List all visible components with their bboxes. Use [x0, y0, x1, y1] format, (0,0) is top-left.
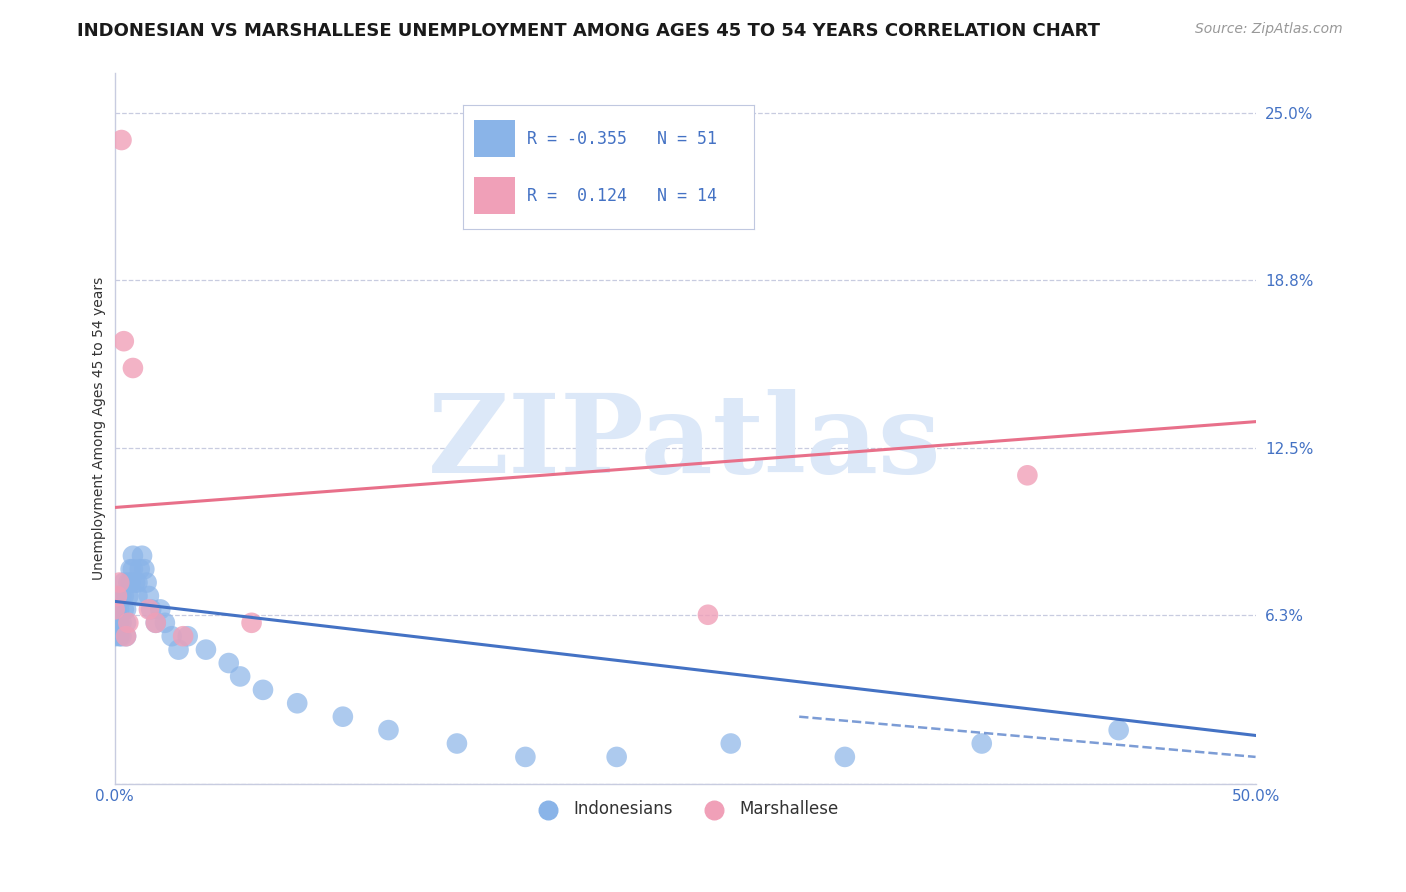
Point [1017, 468, 1039, 483]
Point [138, 589, 160, 603]
Point [697, 607, 720, 622]
Point [108, 602, 131, 616]
Point [112, 589, 135, 603]
Point [127, 575, 149, 590]
Point [127, 589, 149, 603]
Point [834, 750, 856, 764]
Point [160, 629, 183, 643]
Point [141, 602, 163, 616]
Point [108, 629, 131, 643]
Point [120, 562, 142, 576]
Point [145, 615, 167, 630]
Point [115, 629, 138, 643]
Point [285, 696, 308, 710]
Legend: Indonesians, Marshallese: Indonesians, Marshallese [524, 794, 845, 825]
Point [105, 589, 128, 603]
Point [104, 602, 127, 616]
Point [240, 615, 263, 630]
Point [122, 549, 145, 563]
Point [332, 709, 354, 723]
Point [218, 656, 240, 670]
Y-axis label: Unemployment Among Ages 45 to 54 years: Unemployment Among Ages 45 to 54 years [93, 277, 107, 580]
Point [122, 361, 145, 376]
Point [134, 562, 156, 576]
Text: ZIPatlas: ZIPatlas [429, 389, 942, 496]
Point [117, 575, 139, 590]
Point [110, 589, 132, 603]
Point [229, 669, 252, 683]
Point [145, 615, 167, 630]
Point [446, 737, 468, 751]
Point [112, 334, 135, 348]
Point [135, 575, 157, 590]
Point [124, 575, 146, 590]
Point [117, 589, 139, 603]
Point [117, 615, 139, 630]
Point [720, 737, 742, 751]
Point [115, 615, 138, 630]
Point [115, 629, 138, 643]
Point [104, 629, 127, 643]
Point [108, 575, 131, 590]
Point [128, 562, 150, 576]
Point [110, 615, 132, 630]
Point [120, 575, 142, 590]
Point [112, 575, 135, 590]
Point [108, 615, 131, 630]
Point [167, 642, 190, 657]
Point [172, 629, 194, 643]
Point [1108, 723, 1130, 737]
Point [138, 602, 160, 616]
Point [252, 682, 274, 697]
Point [115, 602, 138, 616]
Point [194, 642, 217, 657]
Point [105, 602, 128, 616]
Point [606, 750, 628, 764]
Point [110, 133, 132, 147]
Point [515, 750, 537, 764]
Text: INDONESIAN VS MARSHALLESE UNEMPLOYMENT AMONG AGES 45 TO 54 YEARS CORRELATION CHA: INDONESIAN VS MARSHALLESE UNEMPLOYMENT A… [77, 22, 1101, 40]
Point [105, 615, 128, 630]
Point [110, 629, 132, 643]
Point [105, 589, 128, 603]
Point [377, 723, 399, 737]
Point [176, 629, 198, 643]
Text: Source: ZipAtlas.com: Source: ZipAtlas.com [1195, 22, 1343, 37]
Point [149, 602, 172, 616]
Point [153, 615, 176, 630]
Point [131, 549, 153, 563]
Point [122, 562, 145, 576]
Point [112, 602, 135, 616]
Point [970, 737, 993, 751]
